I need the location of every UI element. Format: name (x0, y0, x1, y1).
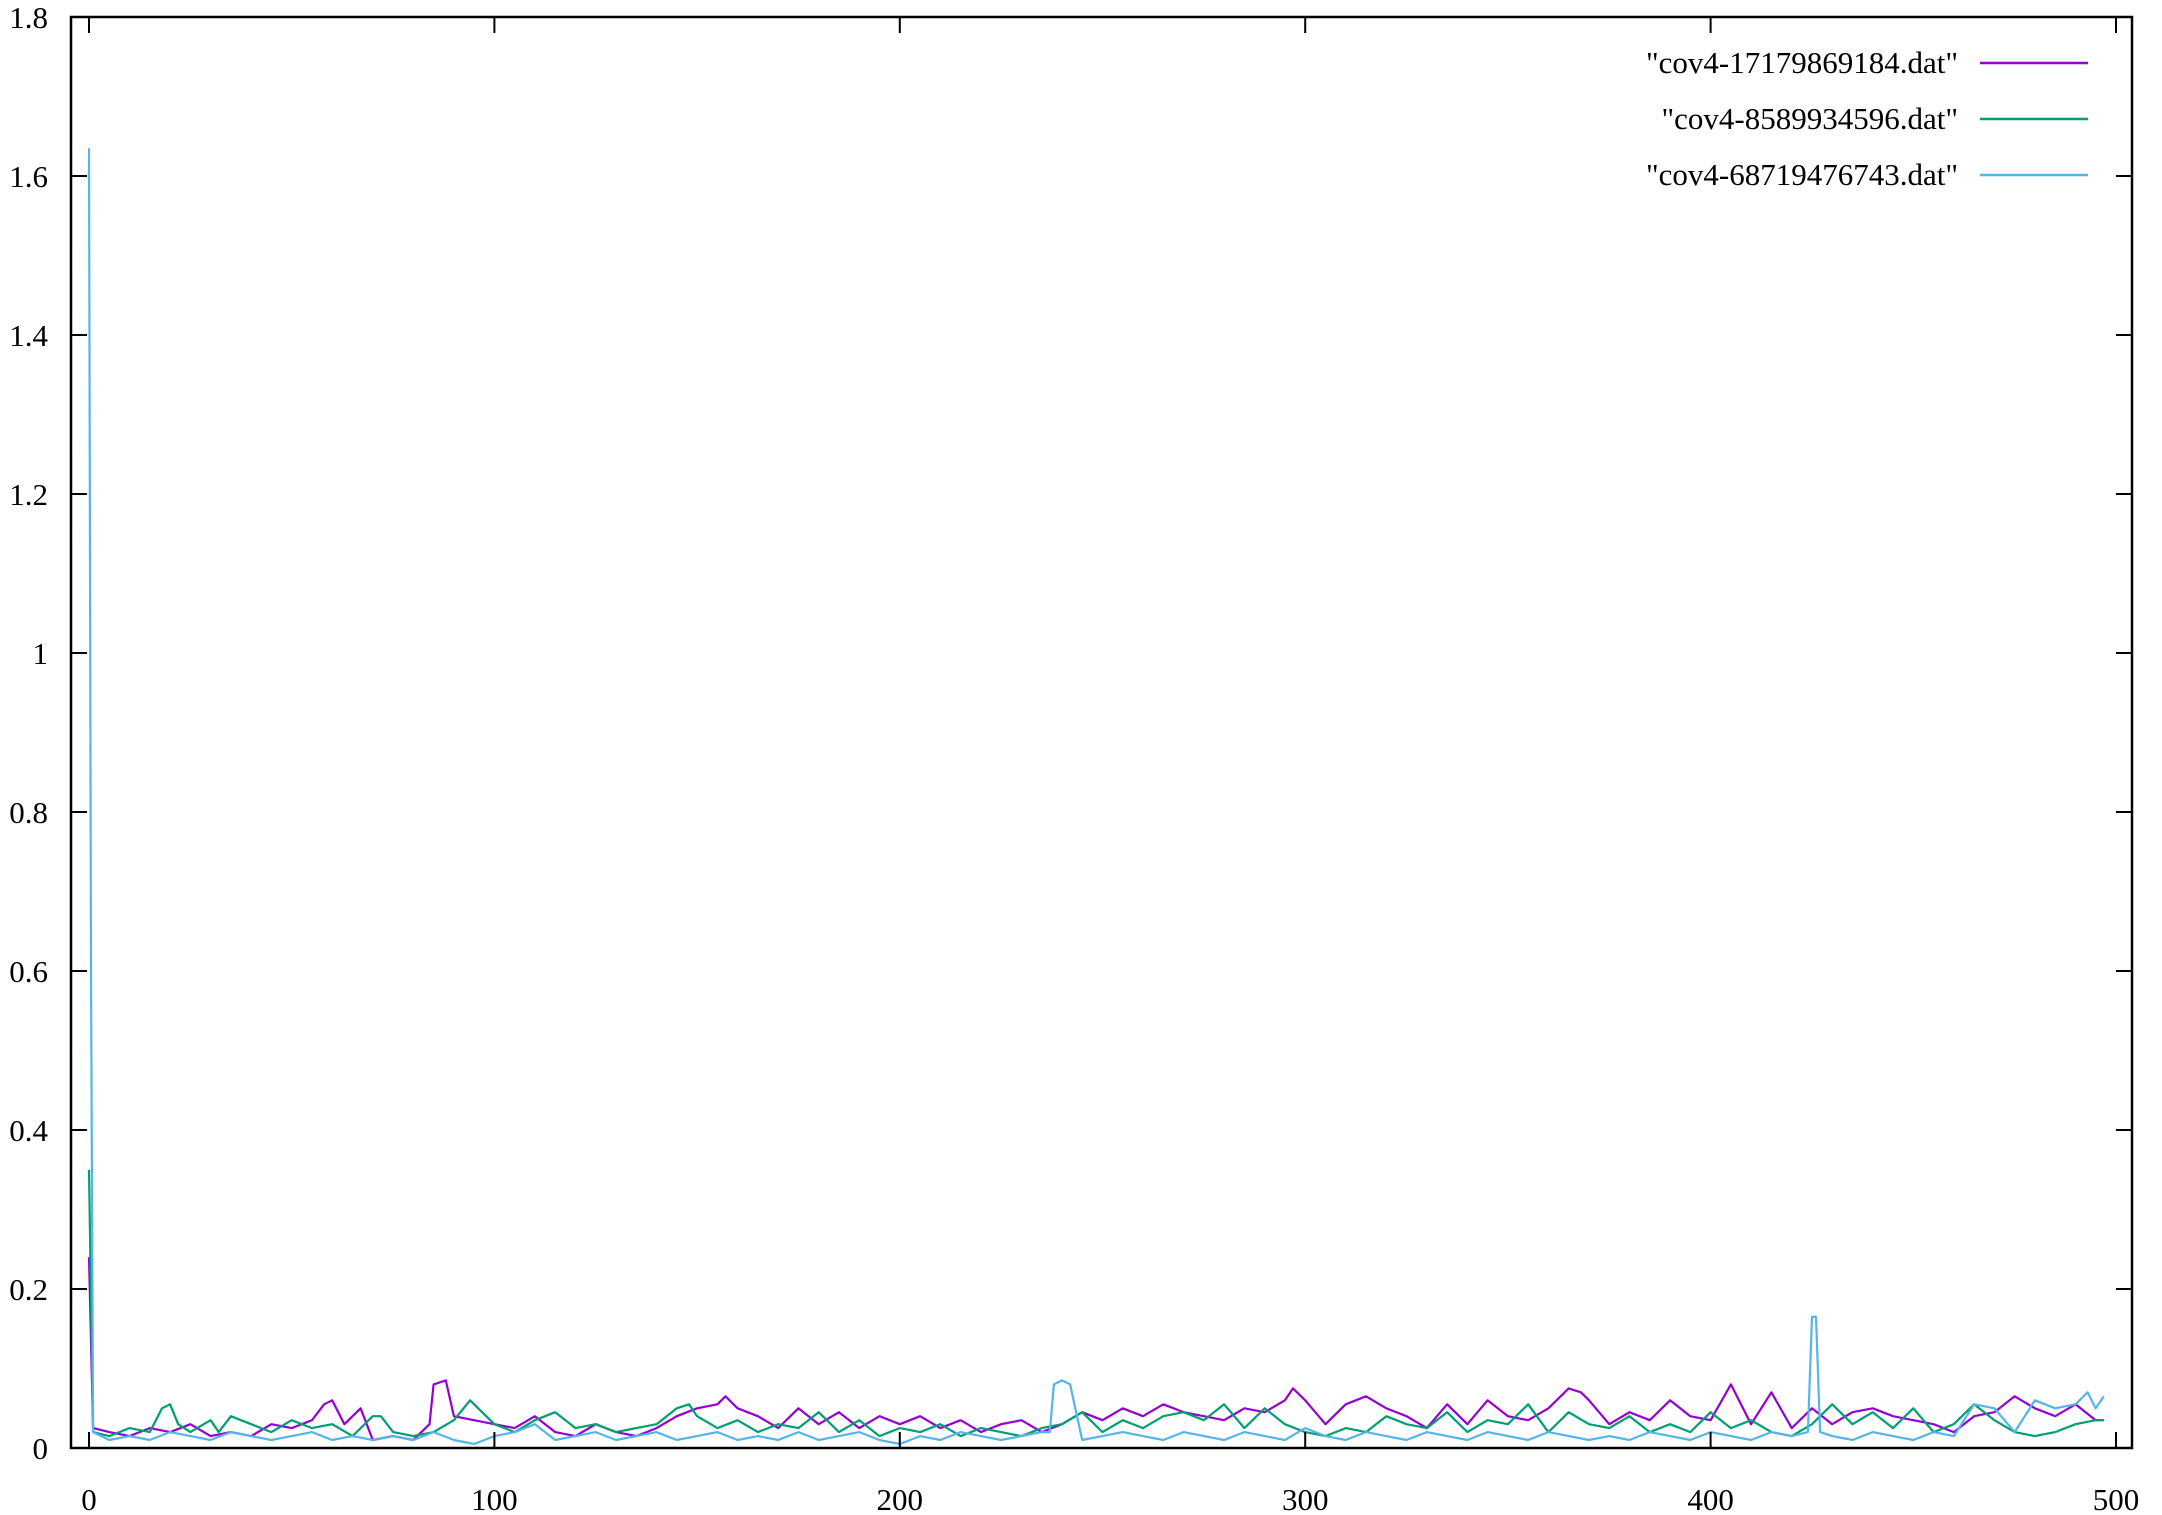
plot-frame (69, 15, 2134, 1450)
y-tick-label: 0.4 (9, 1113, 48, 1148)
legend-label-1: "cov4-17179869184.dat" (1646, 45, 1958, 80)
x-tick-label: 100 (471, 1482, 518, 1515)
y-tick-label: 0.2 (9, 1272, 48, 1307)
x-tick-label: 400 (1687, 1482, 1734, 1515)
y-tick-label: 0 (33, 1431, 49, 1466)
y-tick-label: 1 (33, 636, 49, 671)
series-line-2 (87, 1169, 2104, 1438)
y-tick-label: 1.4 (9, 318, 48, 353)
y-tick-label: 0.6 (9, 954, 48, 989)
x-tick-label: 500 (2093, 1482, 2140, 1515)
series-line-1 (87, 1257, 2104, 1442)
y-tick-label: 1.6 (9, 159, 48, 194)
axis-ticks-group (71, 16, 2132, 1449)
y-tick-label: 0.8 (9, 795, 48, 830)
plot-series-group (87, 148, 2105, 1446)
y-tick-label: 1.8 (9, 0, 48, 35)
y-tick-label: 1.2 (9, 477, 48, 512)
legend-label-3: "cov4-68719476743.dat" (1646, 157, 1958, 192)
legend: "cov4-17179869184.dat" "cov4-8589934596.d… (1646, 45, 2088, 192)
axis-tick-labels-group: 0 100 200 300 400 500 0 0.2 0.4 0.6 0.8 1 1.2 1.4 1.6 1… (9, 0, 2139, 1515)
legend-label-2: "cov4-8589934596.dat" (1661, 101, 1958, 136)
series-line-3 (87, 148, 2105, 1446)
x-tick-label: 200 (877, 1482, 924, 1515)
x-tick-label: 300 (1282, 1482, 1329, 1515)
x-tick-label: 0 (81, 1482, 97, 1515)
